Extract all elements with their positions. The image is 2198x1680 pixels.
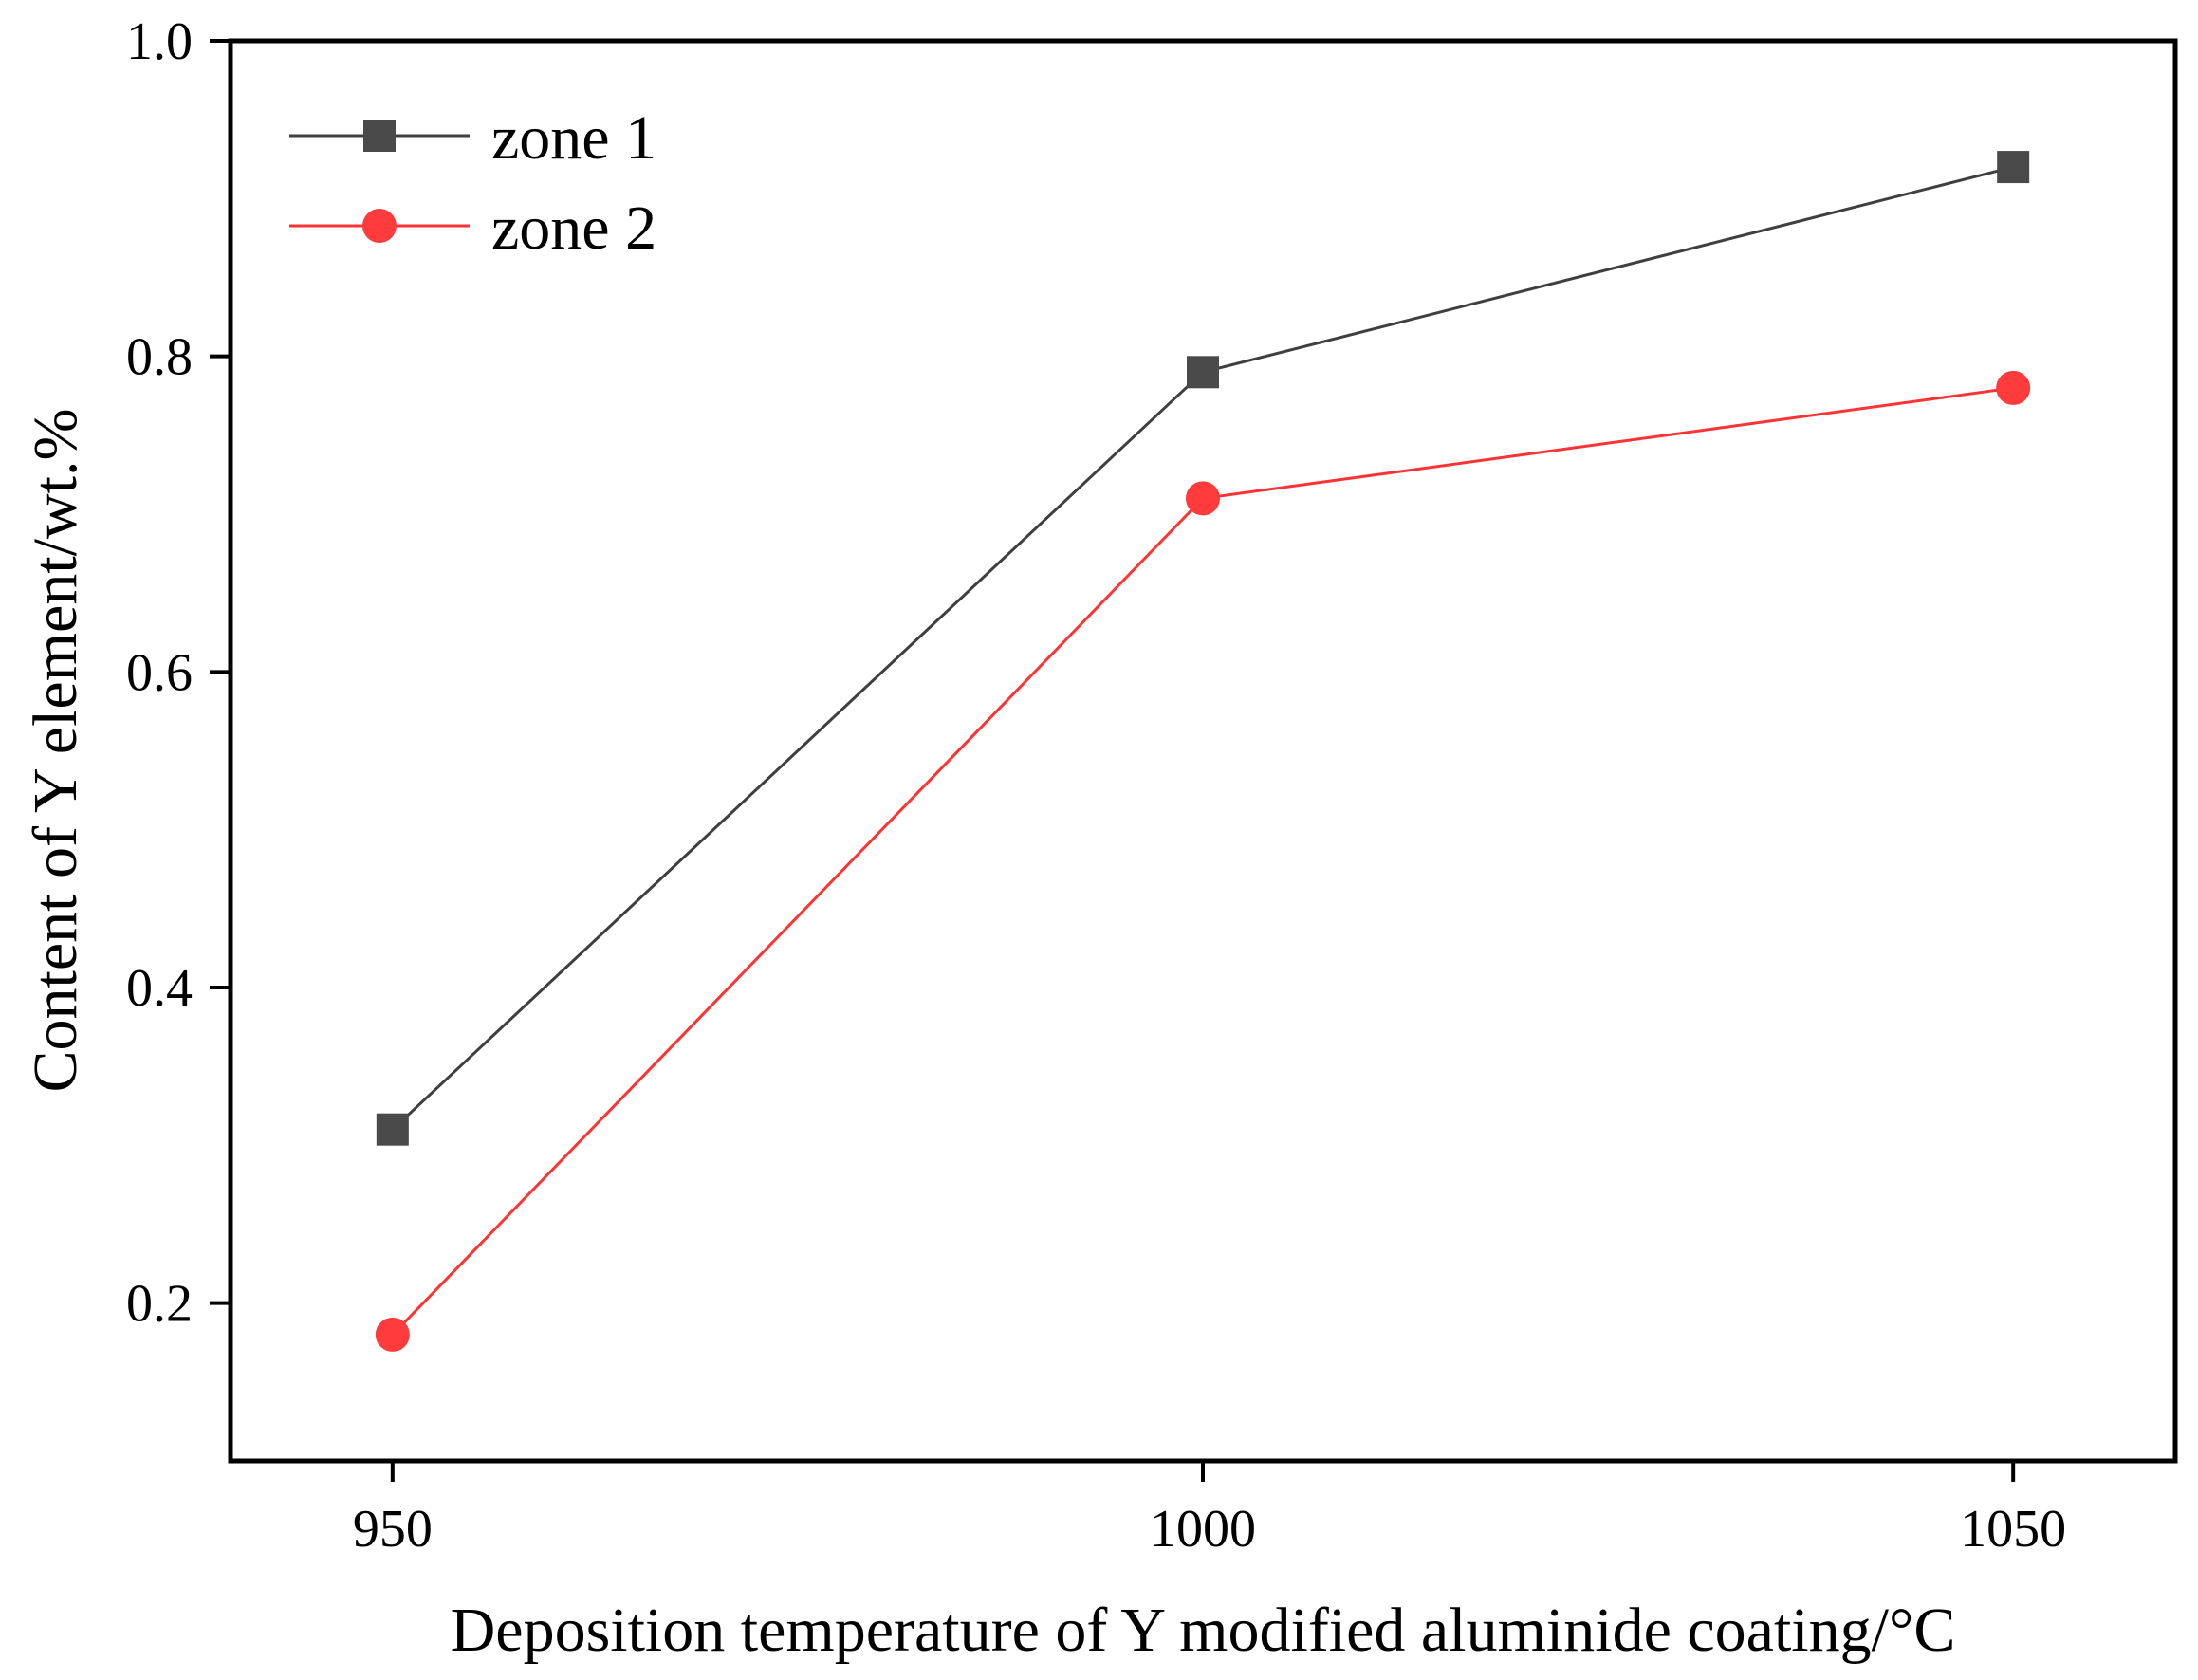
x-tick-label: 950 [353,1500,433,1559]
x-tick-label: 1000 [1150,1500,1256,1559]
y-axis-ticks: 0.2 0.4 0.6 0.8 1.0 [126,12,231,1334]
legend: zone 1 zone 2 [289,103,656,263]
y-axis-title: Content of Y element/wt.% [21,409,90,1093]
series-line-1 [391,165,2014,1131]
series-line-2 [391,386,2014,1336]
legend-marker [362,209,397,243]
data-point [375,1317,410,1352]
y-tick-label: 0.2 [126,1275,193,1334]
y-tick-label: 0.6 [126,643,193,702]
y-tick-label: 0.8 [126,328,193,387]
legend-label: zone 1 [491,103,656,173]
x-axis-ticks: 950 1000 1050 [353,1461,2066,1559]
data-point [1187,356,1219,389]
y-tick-label: 0.4 [126,959,193,1018]
data-point [1186,481,1220,516]
y-tick-label: 1.0 [126,12,193,71]
data-point [1997,151,2030,184]
data-point [376,1113,409,1146]
series-layer [375,151,2031,1352]
data-point [1996,370,2031,405]
x-tick-label: 1050 [1960,1500,2066,1559]
legend-marker [363,120,396,152]
x-axis-title: Deposition temperature of Y modified alu… [451,1596,1956,1665]
legend-label: zone 2 [491,194,656,263]
